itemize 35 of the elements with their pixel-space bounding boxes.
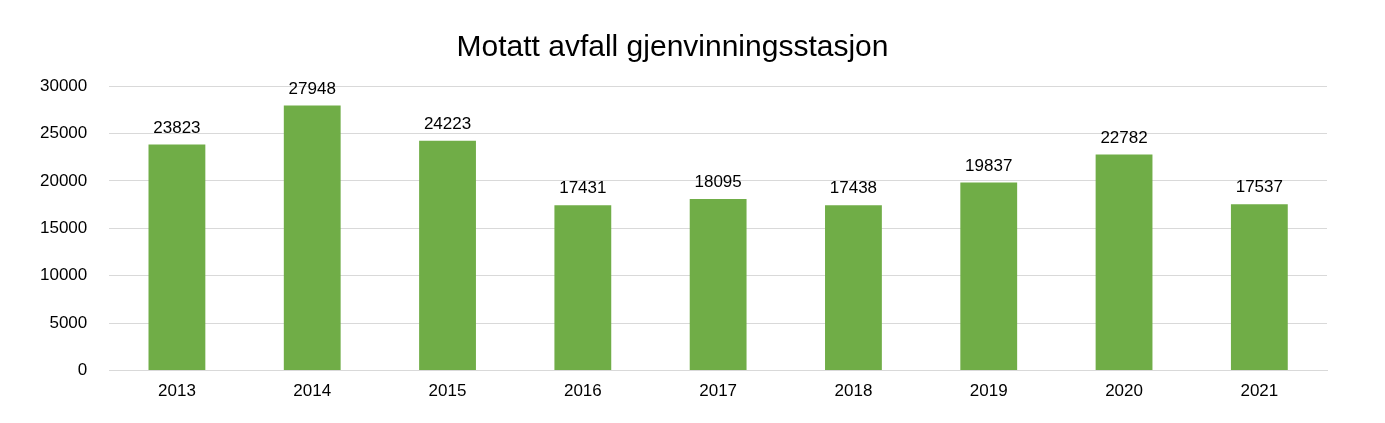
data-label: 17537 xyxy=(1235,177,1283,197)
data-label: 27948 xyxy=(288,78,336,98)
x-tick-label: 2020 xyxy=(1105,381,1143,401)
data-label: 23823 xyxy=(153,117,201,137)
bar xyxy=(283,105,341,371)
y-tick-label: 5000 xyxy=(49,312,88,332)
y-tick-label: 10000 xyxy=(39,265,88,285)
chart-title: Motatt avfall gjenvinningsstasjon xyxy=(456,29,889,63)
data-label: 19837 xyxy=(965,155,1013,175)
data-label: 17431 xyxy=(559,178,607,198)
bar xyxy=(148,144,206,371)
bar xyxy=(825,205,882,371)
y-tick-label: 0 xyxy=(77,360,88,380)
x-tick-label: 2017 xyxy=(699,381,738,401)
x-tick-label: 2018 xyxy=(834,381,873,401)
data-label: 17438 xyxy=(829,178,878,198)
x-tick-label: 2019 xyxy=(969,381,1008,401)
bar xyxy=(689,198,747,371)
bar xyxy=(419,140,476,371)
y-tick-label: 30000 xyxy=(39,75,88,95)
bar xyxy=(960,182,1018,371)
x-tick-label: 2015 xyxy=(428,381,467,401)
bar xyxy=(1230,204,1288,371)
y-tick-label: 20000 xyxy=(39,170,88,190)
x-tick-label: 2014 xyxy=(293,381,332,401)
x-tick-label: 2013 xyxy=(158,381,196,401)
data-label: 18095 xyxy=(694,172,742,192)
data-label: 24223 xyxy=(423,113,472,133)
x-tick-label: 2016 xyxy=(563,381,602,401)
y-tick-label: 15000 xyxy=(39,217,88,237)
x-tick-label: 2021 xyxy=(1240,381,1279,401)
y-tick-label: 25000 xyxy=(39,123,88,143)
data-label: 22782 xyxy=(1100,127,1148,147)
bar xyxy=(554,205,612,371)
bar xyxy=(1095,154,1153,371)
